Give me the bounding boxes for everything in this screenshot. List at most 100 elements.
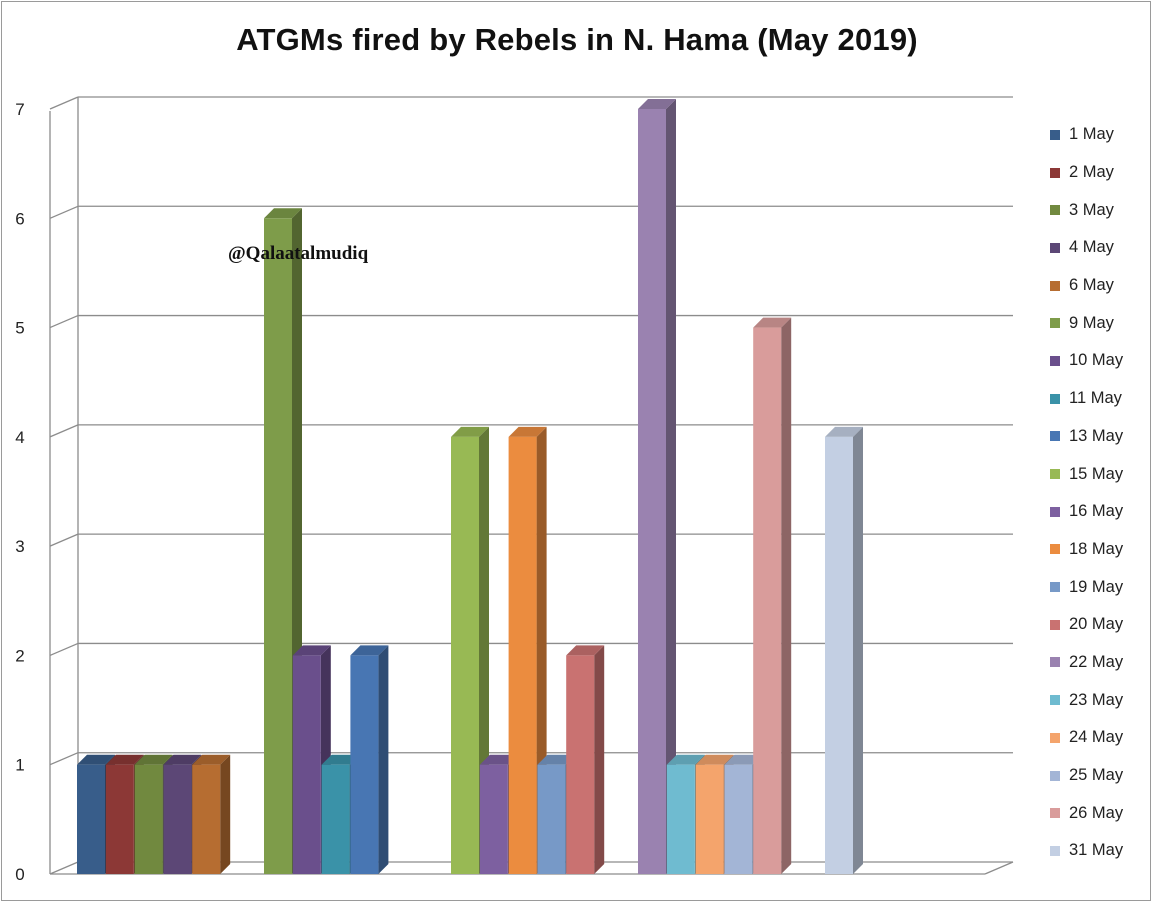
- legend-item: 16 May: [1050, 493, 1150, 531]
- legend-swatch: [1050, 469, 1060, 480]
- legend-item: 18 May: [1050, 531, 1150, 569]
- legend-item: 11 May: [1050, 380, 1150, 418]
- bar-side-6-may: [220, 754, 231, 874]
- bar-top-6-may: [192, 754, 231, 765]
- legend-label: 2 May: [1069, 163, 1114, 182]
- bar-26-may: [753, 327, 782, 875]
- bar-13-may: [350, 655, 379, 874]
- bar-top-3-may: [134, 754, 173, 765]
- bar-10-may: [292, 655, 321, 874]
- legend-swatch: [1050, 431, 1060, 442]
- bar-6-may: [192, 764, 221, 874]
- bar-top-31-may: [825, 426, 863, 437]
- gridline-depth: [49, 642, 79, 657]
- bar-23-may: [666, 764, 695, 874]
- floor-edge-right: [984, 861, 1014, 875]
- gridline-depth: [49, 205, 79, 219]
- legend-label: 15 May: [1069, 464, 1124, 483]
- y-tick-label: 7: [15, 100, 24, 119]
- y-tick-label: 2: [15, 646, 24, 665]
- bar-top-18-may: [508, 426, 547, 437]
- legend-swatch: [1050, 544, 1060, 555]
- bar-18-may: [508, 436, 537, 874]
- legend-label: 25 May: [1069, 766, 1124, 785]
- legend-item: 15 May: [1050, 455, 1150, 493]
- legend-swatch: [1050, 582, 1060, 593]
- gridline-depth: [49, 861, 79, 875]
- legend-swatch: [1050, 393, 1060, 404]
- bar-side-22-may: [666, 99, 676, 874]
- legend-swatch: [1050, 845, 1060, 856]
- bar-22-may: [638, 109, 666, 874]
- bar-top-15-may: [451, 426, 489, 437]
- legend-label: 9 May: [1069, 313, 1114, 332]
- y-tick-label: 4: [15, 428, 24, 447]
- bar-top-20-may: [566, 645, 605, 656]
- bar-top-9-may: [264, 208, 302, 219]
- legend-swatch: [1050, 732, 1060, 743]
- legend-swatch: [1050, 770, 1060, 781]
- bar-top-10-may: [292, 645, 331, 656]
- bar-side-26-may: [781, 317, 792, 875]
- legend-item: 3 May: [1050, 191, 1150, 229]
- legend-label: 4 May: [1069, 238, 1114, 257]
- legend-swatch: [1050, 619, 1060, 630]
- bar-top-11-may: [321, 754, 360, 765]
- gridline-depth: [49, 424, 79, 438]
- bar-top-4-may: [163, 754, 202, 765]
- bar-24-may: [695, 764, 724, 874]
- legend-label: 19 May: [1069, 577, 1124, 596]
- bar-top-1-may: [77, 754, 115, 765]
- legend-label: 11 May: [1069, 389, 1122, 408]
- y-tick-label: 1: [15, 756, 24, 775]
- bar-side-31-may: [853, 426, 863, 874]
- bar-top-13-may: [350, 645, 389, 656]
- legend-swatch: [1050, 506, 1060, 517]
- bar-top-16-may: [479, 754, 518, 765]
- legend-label: 1 May: [1069, 125, 1114, 144]
- bar-20-may: [566, 655, 595, 874]
- bar-16-may: [479, 764, 508, 874]
- legend-item: 13 May: [1050, 418, 1150, 456]
- legend-item: 1 May: [1050, 116, 1150, 154]
- legend-item: 19 May: [1050, 568, 1150, 606]
- bar-3-may: [134, 764, 163, 874]
- legend: 1 May 2 May 3 May 4 May 6 May 9 May 10 May 11 M…: [1050, 116, 1150, 870]
- bar-side-20-may: [594, 645, 605, 874]
- bar-top-25-may: [724, 754, 763, 765]
- legend-item: 6 May: [1050, 267, 1150, 305]
- gridline-depth: [49, 533, 79, 547]
- bar-top-2-may: [105, 754, 144, 765]
- bar-4-may: [163, 764, 192, 874]
- y-tick-label: 6: [15, 209, 24, 228]
- legend-item: 25 May: [1050, 757, 1150, 795]
- legend-swatch: [1050, 129, 1060, 140]
- legend-item: 26 May: [1050, 794, 1150, 832]
- legend-item: 9 May: [1050, 304, 1150, 342]
- legend-label: 24 May: [1069, 728, 1124, 747]
- legend-swatch: [1050, 242, 1060, 253]
- bar-11-may: [321, 764, 350, 874]
- bar-9-may: [264, 218, 292, 875]
- legend-swatch: [1050, 205, 1060, 216]
- bar-top-24-may: [695, 754, 734, 765]
- legend-item: 10 May: [1050, 342, 1150, 380]
- legend-swatch: [1050, 657, 1060, 668]
- legend-label: 16 May: [1069, 502, 1124, 521]
- bar-25-may: [724, 764, 753, 874]
- legend-label: 20 May: [1069, 615, 1124, 634]
- legend-label: 10 May: [1069, 351, 1124, 370]
- gridline-depth: [49, 96, 79, 110]
- legend-swatch: [1050, 355, 1060, 366]
- legend-item: 2 May: [1050, 154, 1150, 192]
- legend-label: 18 May: [1069, 539, 1124, 558]
- bar-top-22-may: [638, 99, 676, 109]
- legend-label: 31 May: [1069, 841, 1124, 860]
- legend-item: 20 May: [1050, 606, 1150, 644]
- bar-31-may: [825, 436, 853, 874]
- y-tick-label: 5: [15, 319, 24, 338]
- legend-item: 24 May: [1050, 719, 1150, 757]
- legend-label: 3 May: [1069, 200, 1114, 219]
- legend-swatch: [1050, 808, 1060, 819]
